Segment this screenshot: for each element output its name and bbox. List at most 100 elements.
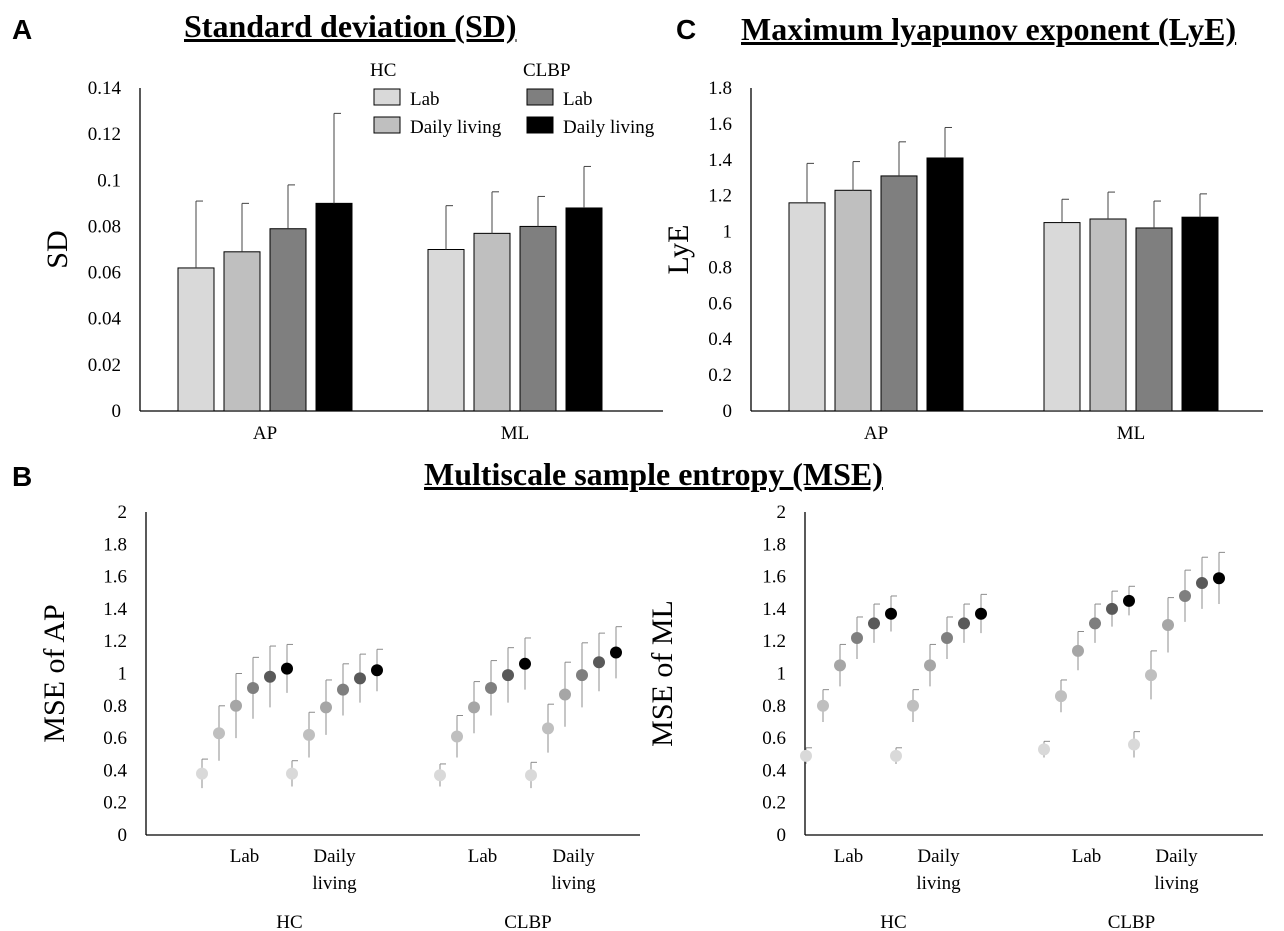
data-point xyxy=(890,749,902,762)
x-tick-label: Lab xyxy=(834,846,864,867)
y-tick-label: 1 xyxy=(118,664,128,685)
y-tick-label: 0.8 xyxy=(708,257,732,278)
bar xyxy=(177,267,215,412)
bar xyxy=(315,202,353,412)
legend-group-clbp: CLBP xyxy=(523,60,571,81)
legend-label: Daily living xyxy=(410,117,502,138)
x-tick-label: living xyxy=(312,873,357,894)
bar xyxy=(788,202,826,412)
x-tick-label: Lab xyxy=(468,846,498,867)
data-point xyxy=(196,767,208,780)
y-tick-label: 0.6 xyxy=(762,728,786,749)
y-tick-label: 0.6 xyxy=(708,293,732,314)
y-tick-label: 0 xyxy=(118,825,128,846)
data-point xyxy=(354,672,366,685)
group-label: CLBP xyxy=(504,912,552,931)
legend-label: Lab xyxy=(410,89,440,110)
legend-swatch xyxy=(526,116,554,134)
data-point xyxy=(286,767,298,780)
x-tick-label: ML xyxy=(501,423,530,444)
data-point xyxy=(834,659,846,672)
bar xyxy=(473,232,511,412)
y-tick-label: 0.4 xyxy=(708,329,732,350)
x-tick-label: AP xyxy=(864,423,888,444)
y-tick-label: 1.6 xyxy=(762,567,786,588)
data-point xyxy=(924,659,936,672)
legend-swatch xyxy=(526,88,554,106)
y-tick-label: 1.2 xyxy=(103,631,127,652)
data-point xyxy=(958,617,970,630)
y-tick-label: 1.6 xyxy=(103,567,127,588)
data-point xyxy=(247,682,259,695)
data-point xyxy=(941,631,953,644)
bar xyxy=(565,207,603,412)
y-tick-label: 1.2 xyxy=(762,631,786,652)
y-tick-label: 1.8 xyxy=(103,534,127,555)
data-point xyxy=(576,669,588,682)
y-tick-label: 2 xyxy=(777,502,787,523)
bar xyxy=(1135,227,1173,412)
x-tick-label: AP xyxy=(253,423,277,444)
data-point xyxy=(320,701,332,714)
y-tick-label: 2 xyxy=(118,502,128,523)
bar xyxy=(834,189,872,412)
y-tick-label: 0.4 xyxy=(103,760,127,781)
mse-ap-chart: 0 0.2 0.4 0.6 0.8 1 1.2 1.4 1.6 1.8 2 MSE of AP Lab D… xyxy=(38,502,640,931)
data-point xyxy=(1038,743,1050,756)
x-tick-label: living xyxy=(916,873,961,894)
legend-label: Daily living xyxy=(563,117,655,138)
data-point xyxy=(1162,619,1174,632)
x-tick-label: Lab xyxy=(1072,846,1102,867)
data-point xyxy=(485,682,497,695)
y-tick-label: 1 xyxy=(723,222,733,243)
bar xyxy=(1043,222,1081,412)
bar xyxy=(880,175,918,412)
x-tick-label: Daily xyxy=(1155,846,1198,867)
legend-label: Lab xyxy=(563,89,593,110)
y-tick-label: 1.8 xyxy=(708,78,732,99)
data-point xyxy=(907,699,919,712)
data-point xyxy=(337,683,349,696)
bar xyxy=(926,157,964,412)
data-point xyxy=(230,699,242,712)
x-tick-label: Lab xyxy=(230,846,260,867)
bar xyxy=(519,225,557,412)
panel-letter-a: A xyxy=(12,14,33,45)
y-tick-label: 0.8 xyxy=(762,696,786,717)
group-label: CLBP xyxy=(1108,912,1156,931)
data-point xyxy=(1145,669,1157,682)
legend-swatch xyxy=(373,116,401,134)
data-point xyxy=(851,631,863,644)
legend-group-hc: HC xyxy=(370,60,396,81)
data-point xyxy=(303,728,315,741)
y-tick-label: 0.2 xyxy=(708,365,732,386)
data-point xyxy=(213,727,225,740)
data-point xyxy=(1196,577,1208,590)
y-tick-label: 1 xyxy=(777,664,787,685)
lye-chart-title: Maximum lyapunov exponent (LyE) xyxy=(741,11,1237,47)
y-tick-label: 0.2 xyxy=(103,793,127,814)
data-point xyxy=(519,657,531,670)
data-point xyxy=(610,646,622,659)
lye-bar-chart: 0 0.2 0.4 0.6 0.8 1 1.2 1.4 1.6 1.8 LyE AP ML xyxy=(662,78,1263,444)
y-axis-label: SD xyxy=(41,230,74,268)
mse-chart-title: Multiscale sample entropy (MSE) xyxy=(424,456,883,492)
data-point xyxy=(502,669,514,682)
legend: HC CLBP Lab Daily living Lab Daily living xyxy=(370,60,655,138)
data-point xyxy=(885,607,897,620)
data-point xyxy=(1213,572,1225,585)
bar xyxy=(1089,218,1127,412)
x-tick-label: Daily xyxy=(552,846,595,867)
y-tick-label: 1.8 xyxy=(762,534,786,555)
y-tick-label: 1.2 xyxy=(708,186,732,207)
bar xyxy=(269,228,307,412)
data-point xyxy=(434,769,446,782)
x-tick-label: Daily xyxy=(313,846,356,867)
data-point xyxy=(593,656,605,669)
y-tick-label: 0 xyxy=(723,401,733,422)
y-tick-label: 0.12 xyxy=(88,124,121,145)
y-tick-label: 0.2 xyxy=(762,793,786,814)
y-tick-label: 1.4 xyxy=(103,599,127,620)
x-tick-label: Daily xyxy=(917,846,960,867)
bar xyxy=(1181,216,1219,412)
